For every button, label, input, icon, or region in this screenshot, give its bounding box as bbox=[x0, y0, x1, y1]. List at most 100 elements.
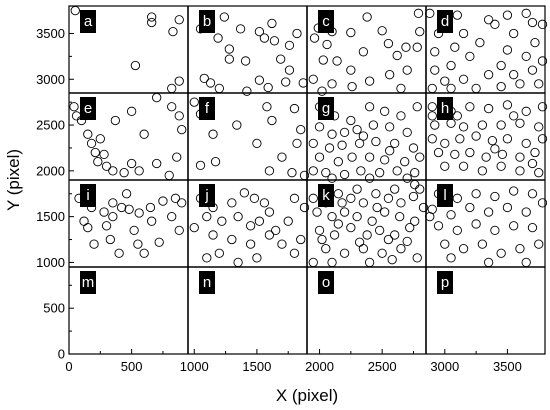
scatter-point bbox=[396, 83, 406, 94]
scatter-point bbox=[281, 77, 291, 87]
scatter-point bbox=[213, 33, 223, 43]
scatter-point bbox=[497, 149, 508, 160]
scatter-point bbox=[401, 42, 411, 52]
scatter-point bbox=[101, 161, 112, 171]
scatter-point bbox=[224, 44, 234, 54]
scatter-point bbox=[427, 111, 437, 121]
scatter-point bbox=[70, 5, 80, 16]
scatter-point bbox=[537, 19, 548, 29]
x-tick-label: 1000 bbox=[180, 359, 209, 374]
scatter-point bbox=[515, 166, 525, 176]
panel-label-box bbox=[199, 271, 215, 294]
panel-label: j bbox=[204, 187, 208, 204]
panel-label: e bbox=[84, 100, 92, 117]
scatter-point bbox=[202, 253, 212, 263]
scatter-point bbox=[108, 166, 118, 176]
scatter-point bbox=[324, 143, 335, 153]
scatter-point bbox=[412, 42, 422, 52]
panel-label: o bbox=[322, 274, 330, 291]
panel-label-box bbox=[80, 271, 96, 294]
scatter-point bbox=[130, 60, 141, 71]
scatter-point bbox=[452, 111, 462, 121]
x-tick-label: 500 bbox=[121, 359, 143, 374]
scatter-point bbox=[425, 8, 435, 18]
scatter-point bbox=[264, 166, 275, 176]
scatter-point bbox=[490, 144, 500, 154]
scatter-point bbox=[298, 78, 308, 88]
panel-label-box bbox=[437, 271, 453, 294]
y-tick-label: 1500 bbox=[36, 209, 65, 224]
panel-label-box bbox=[80, 10, 96, 33]
scatter-point bbox=[527, 158, 538, 169]
scatter-point bbox=[242, 86, 252, 96]
scatter-point bbox=[415, 152, 425, 162]
scatter-point bbox=[530, 147, 540, 158]
panel-label: h bbox=[441, 100, 449, 117]
scatter-point bbox=[292, 138, 302, 149]
y-axis-title: Y (pixel) bbox=[4, 149, 23, 211]
scatter-point bbox=[90, 147, 100, 158]
scatter-point bbox=[99, 149, 109, 160]
scatter-point bbox=[509, 28, 519, 39]
panel-label: l bbox=[443, 187, 446, 204]
scatter-point bbox=[93, 157, 103, 167]
scatter-point bbox=[339, 207, 350, 217]
scatter-point bbox=[371, 189, 381, 199]
scatter-point bbox=[502, 134, 513, 144]
scatter-point bbox=[339, 169, 350, 180]
scatter-point bbox=[346, 115, 356, 126]
scatter-point bbox=[405, 222, 415, 233]
scatter-point bbox=[189, 97, 199, 107]
scatter-point bbox=[327, 129, 337, 139]
scatter-point bbox=[430, 120, 440, 130]
scatter-point bbox=[427, 102, 437, 112]
scatter-point bbox=[364, 257, 375, 268]
scatter-point bbox=[322, 39, 332, 50]
scatter-point bbox=[308, 166, 318, 176]
scatter-point bbox=[296, 234, 306, 245]
scatter-point bbox=[134, 166, 144, 176]
scatter-point bbox=[385, 122, 395, 132]
scatter-point bbox=[172, 152, 182, 162]
scatter-point bbox=[139, 248, 149, 258]
scatter-point bbox=[114, 248, 124, 258]
scatter-point bbox=[346, 27, 356, 38]
scatter-point bbox=[254, 26, 265, 37]
scatter-point bbox=[471, 189, 481, 199]
scatter-point bbox=[392, 50, 402, 61]
scatter-point bbox=[259, 33, 270, 43]
scatter-point bbox=[233, 211, 243, 222]
scatter-point bbox=[383, 234, 394, 245]
y-tick-label: 500 bbox=[43, 301, 65, 316]
scatter-point bbox=[152, 158, 162, 169]
scatter-point bbox=[89, 239, 99, 249]
scatter-point bbox=[174, 15, 184, 25]
x-axis-ticks: 0 500 1000 1500 2000 2500 3000 3500 bbox=[65, 349, 522, 374]
scatter-point bbox=[271, 225, 281, 236]
scatter-point bbox=[249, 193, 260, 203]
scatter-point bbox=[318, 55, 328, 65]
scatter-point bbox=[317, 86, 327, 96]
scatter-point bbox=[269, 36, 280, 46]
scatter-point bbox=[400, 157, 410, 167]
scatter-point bbox=[108, 211, 118, 222]
scatter-point bbox=[308, 138, 318, 149]
scatter-point bbox=[450, 149, 460, 160]
x-tick-label: 3500 bbox=[493, 359, 522, 374]
panel-label-box bbox=[199, 97, 215, 120]
scatter-point bbox=[402, 173, 412, 183]
scatter-point bbox=[446, 210, 456, 220]
scatter-point bbox=[483, 103, 494, 114]
scatter-point bbox=[415, 26, 425, 37]
scatter-point bbox=[239, 188, 250, 198]
scatter-point bbox=[177, 124, 187, 135]
scatter-point bbox=[189, 222, 199, 233]
scatter-point bbox=[477, 120, 488, 130]
scatter-point bbox=[299, 170, 310, 181]
scatter-point bbox=[167, 83, 177, 94]
scatter-point bbox=[396, 198, 406, 208]
scatter-point bbox=[362, 12, 372, 22]
scatter-point bbox=[312, 207, 322, 217]
scatter-point bbox=[446, 253, 456, 263]
